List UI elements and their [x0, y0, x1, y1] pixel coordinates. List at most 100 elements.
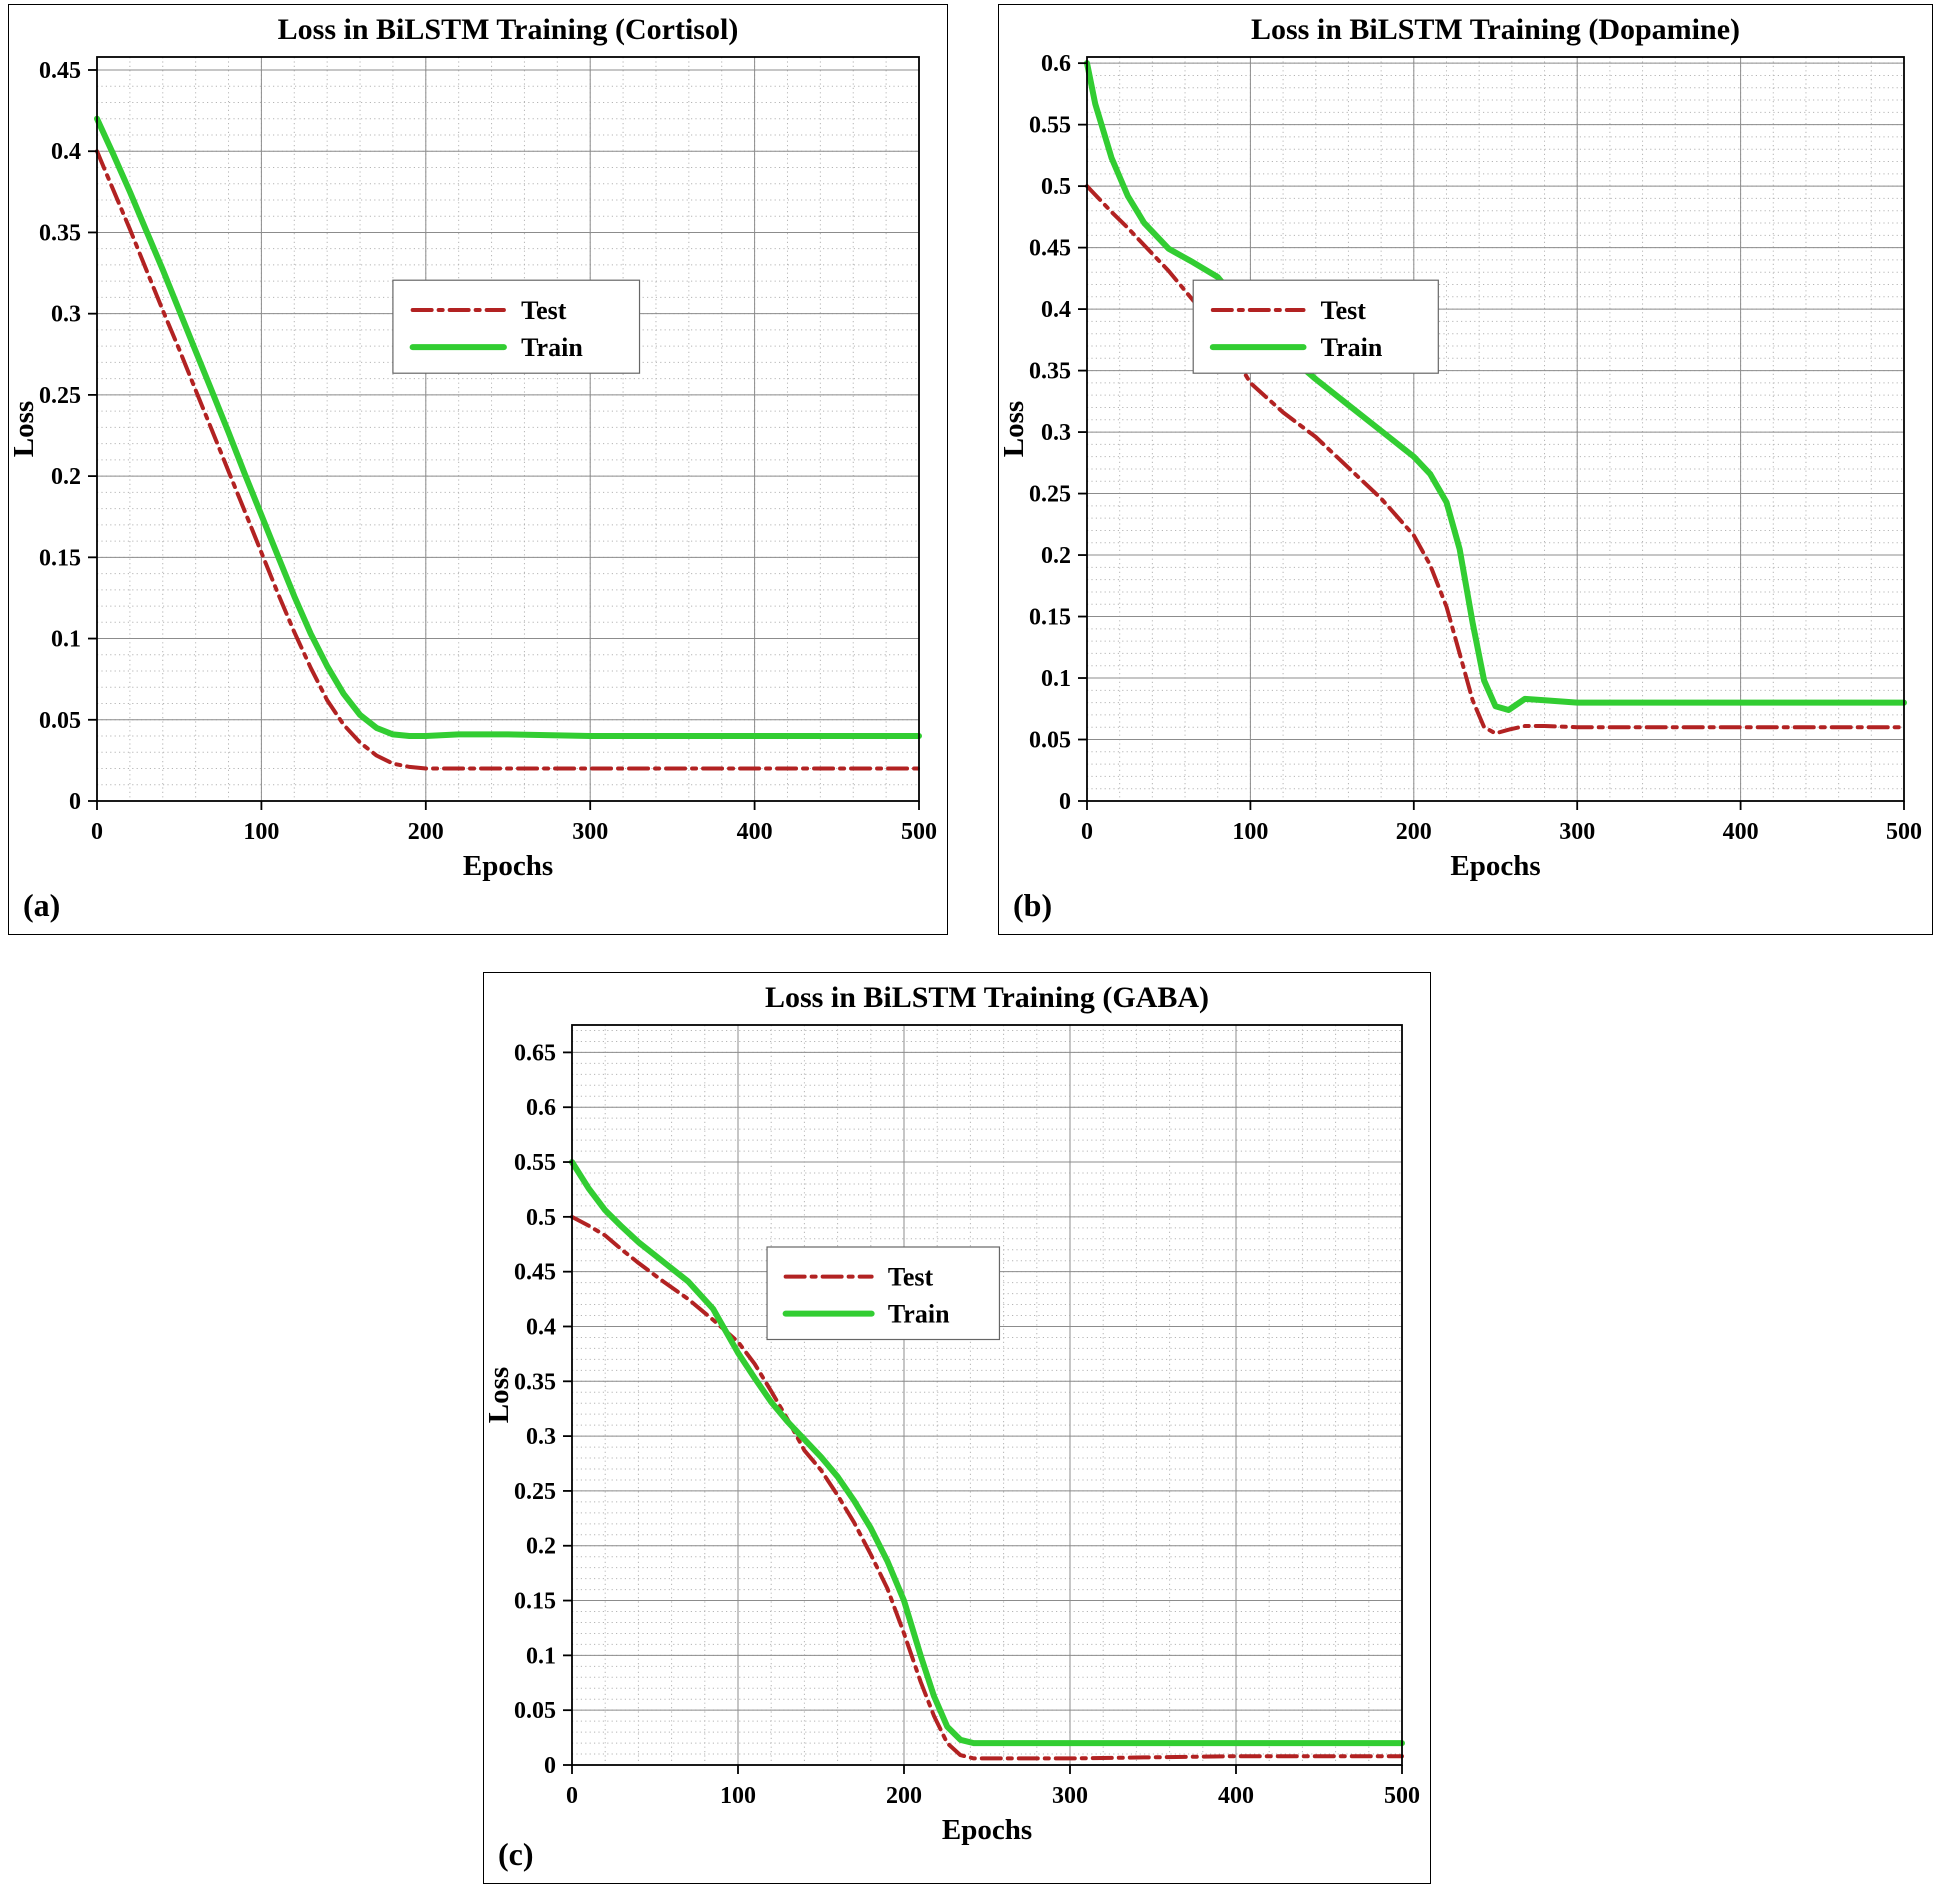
y-axis-label: Loss — [484, 1367, 515, 1423]
y-tick-label: 0.45 — [514, 1260, 556, 1286]
y-tick-label: 0.5 — [526, 1205, 556, 1231]
y-tick-label: 0.1 — [1041, 666, 1071, 692]
minor-grid — [96, 57, 920, 802]
legend-label-train: Train — [888, 1300, 950, 1329]
y-tick-label: 0.4 — [1041, 297, 1071, 323]
panel-cortisol: 0 100 200 300 400 500 0 0.05 0.1 0.15 0.2 0.25 0.3 0.… — [8, 4, 948, 935]
train-line — [94, 115, 922, 739]
x-tick-label: 100 — [1232, 819, 1268, 845]
major-grid — [96, 57, 920, 802]
panel-dopamine: 0 100 200 300 400 500 0 0.05 0.1 0.15 0.2 0.25 0.3 0.… — [998, 4, 1933, 935]
y-tick-label: 0.1 — [51, 627, 81, 653]
x-tick-label: 0 — [91, 819, 103, 845]
panel-label-c: (c) — [498, 1836, 534, 1872]
y-tick-label: 0.1 — [526, 1643, 556, 1669]
chart-title: Loss in BiLSTM Training (GABA) — [765, 981, 1209, 1014]
legend-label-train: Train — [521, 333, 583, 362]
x-tick-label: 200 — [886, 1783, 922, 1809]
y-tick-label: 0.15 — [1029, 605, 1071, 631]
x-tick-label: 300 — [1559, 819, 1595, 845]
train-line — [569, 1159, 1405, 1747]
panel-gaba: 0 100 200 300 400 500 0 0.05 0.1 0.15 0.2 0.25 0.3 0.… — [483, 972, 1431, 1884]
y-tick-label: 0 — [69, 789, 81, 815]
y-tick-label: 0.25 — [39, 383, 81, 409]
x-tick-label: 400 — [1723, 819, 1759, 845]
y-axis-label: Loss — [999, 401, 1030, 457]
major-grid — [1086, 57, 1905, 802]
loss-chart-dopamine: 0 100 200 300 400 500 0 0.05 0.1 0.15 0.2 0.25 0.3 0.… — [999, 13, 1922, 882]
y-tick-label: 0.4 — [526, 1314, 556, 1340]
chart-title: Loss in BiLSTM Training (Cortisol) — [278, 13, 739, 46]
y-tick-label: 0.35 — [1029, 359, 1071, 385]
y-tick-label: 0.35 — [514, 1369, 556, 1395]
x-tick-label: 100 — [720, 1783, 756, 1809]
y-tick-label: 0.05 — [1029, 728, 1071, 754]
y-tick-label: 0.35 — [39, 220, 81, 246]
y-tick-label: 0.55 — [1029, 113, 1071, 139]
y-tick-label: 0.45 — [1029, 236, 1071, 262]
axis-ticks — [563, 1051, 1403, 1774]
y-axis-label: Loss — [9, 401, 40, 457]
legend-label-test: Test — [1321, 296, 1367, 325]
chart-title: Loss in BiLSTM Training (Dopamine) — [1251, 13, 1740, 46]
y-tick-label: 0.4 — [51, 139, 81, 165]
y-tick-label: 0.55 — [514, 1150, 556, 1176]
x-tick-label: 300 — [572, 819, 608, 845]
y-tick-label: 0.25 — [514, 1479, 556, 1505]
minor-grid — [571, 1025, 1403, 1766]
x-axis-label: Epochs — [942, 1814, 1032, 1846]
x-tick-label: 500 — [1886, 819, 1922, 845]
y-tick-label: 0.3 — [1041, 420, 1071, 446]
x-axis-label: Epochs — [1450, 850, 1540, 882]
test-line — [570, 1214, 1404, 1761]
major-grid — [571, 1025, 1403, 1766]
x-tick-label: 500 — [901, 819, 937, 845]
y-tick-label: 0.25 — [1029, 482, 1071, 508]
y-tick-label: 0.2 — [1041, 543, 1071, 569]
plot-border — [1086, 56, 1905, 802]
x-tick-label: 300 — [1052, 1783, 1088, 1809]
x-axis-label: Epochs — [463, 850, 553, 882]
y-tick-label: 0.15 — [514, 1589, 556, 1615]
axis-ticks — [1078, 62, 1905, 810]
x-tick-label: 400 — [737, 819, 773, 845]
x-tick-label: 0 — [566, 1783, 578, 1809]
y-tick-label: 0.05 — [39, 708, 81, 734]
y-tick-label: 0.2 — [526, 1534, 556, 1560]
legend-label-train: Train — [1321, 333, 1383, 362]
x-tick-label: 100 — [243, 819, 279, 845]
axis-ticks — [88, 69, 920, 810]
y-tick-label: 0.6 — [1041, 51, 1071, 77]
y-tick-label: 0.05 — [514, 1698, 556, 1724]
y-tick-label: 0.45 — [39, 58, 81, 84]
legend-box — [766, 1246, 1001, 1341]
x-tick-label: 400 — [1218, 1783, 1254, 1809]
tick-labels: 0 100 200 300 400 500 0 0.05 0.1 0.15 0.2 0.25 0.3 0.… — [514, 1040, 1420, 1809]
train-line — [1084, 60, 1907, 713]
plot-border — [96, 56, 920, 802]
y-tick-label: 0.6 — [526, 1095, 556, 1121]
y-tick-label: 0.3 — [51, 302, 81, 328]
loss-chart-gaba: 0 100 200 300 400 500 0 0.05 0.1 0.15 0.2 0.25 0.3 0.… — [484, 981, 1420, 1846]
y-tick-label: 0.2 — [51, 464, 81, 490]
y-tick-label: 0 — [1059, 789, 1071, 815]
panel-label-a: (a) — [23, 887, 61, 923]
test-line — [95, 149, 921, 771]
x-tick-label: 200 — [408, 819, 444, 845]
legend-box — [392, 279, 641, 374]
legend-label-test: Test — [888, 1263, 934, 1292]
panel-label-b: (b) — [1013, 887, 1053, 923]
loss-chart-cortisol: 0 100 200 300 400 500 0 0.05 0.1 0.15 0.2 0.25 0.3 0.… — [9, 13, 937, 882]
y-tick-label: 0.65 — [514, 1040, 556, 1066]
y-tick-label: 0 — [544, 1753, 556, 1779]
plot-border — [571, 1024, 1403, 1766]
test-line — [1085, 184, 1906, 736]
x-tick-label: 0 — [1081, 819, 1093, 845]
tick-labels: 0 100 200 300 400 500 0 0.05 0.1 0.15 0.2 0.25 0.3 0.… — [1029, 51, 1922, 845]
x-tick-label: 500 — [1384, 1783, 1420, 1809]
y-tick-label: 0.5 — [1041, 174, 1071, 200]
legend-label-test: Test — [521, 296, 567, 325]
y-tick-label: 0.3 — [526, 1424, 556, 1450]
y-tick-label: 0.15 — [39, 545, 81, 571]
x-tick-label: 200 — [1396, 819, 1432, 845]
